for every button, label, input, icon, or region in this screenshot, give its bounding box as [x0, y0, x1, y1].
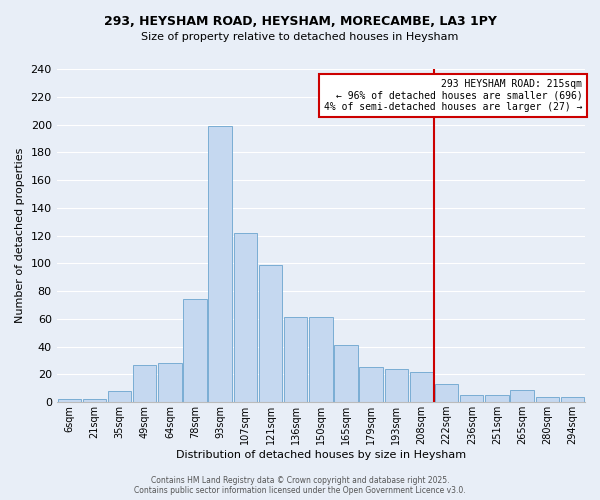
- Bar: [83, 400, 106, 402]
- Bar: [184, 300, 207, 402]
- Bar: [359, 368, 383, 402]
- Bar: [208, 126, 232, 402]
- Text: Size of property relative to detached houses in Heysham: Size of property relative to detached ho…: [142, 32, 458, 42]
- Bar: [561, 396, 584, 402]
- Bar: [259, 264, 282, 402]
- Text: Contains HM Land Registry data © Crown copyright and database right 2025.
Contai: Contains HM Land Registry data © Crown c…: [134, 476, 466, 495]
- Bar: [133, 364, 157, 402]
- Bar: [309, 318, 332, 402]
- Bar: [108, 391, 131, 402]
- Bar: [435, 384, 458, 402]
- Bar: [485, 395, 509, 402]
- X-axis label: Distribution of detached houses by size in Heysham: Distribution of detached houses by size …: [176, 450, 466, 460]
- Text: 293, HEYSHAM ROAD, HEYSHAM, MORECAMBE, LA3 1PY: 293, HEYSHAM ROAD, HEYSHAM, MORECAMBE, L…: [104, 15, 496, 28]
- Bar: [158, 364, 182, 402]
- Bar: [536, 396, 559, 402]
- Bar: [284, 318, 307, 402]
- Bar: [385, 369, 408, 402]
- Bar: [58, 400, 81, 402]
- Bar: [511, 390, 534, 402]
- Bar: [410, 372, 433, 402]
- Bar: [460, 395, 484, 402]
- Bar: [233, 233, 257, 402]
- Y-axis label: Number of detached properties: Number of detached properties: [15, 148, 25, 324]
- Bar: [334, 346, 358, 402]
- Text: 293 HEYSHAM ROAD: 215sqm
← 96% of detached houses are smaller (696)
4% of semi-d: 293 HEYSHAM ROAD: 215sqm ← 96% of detach…: [324, 79, 583, 112]
